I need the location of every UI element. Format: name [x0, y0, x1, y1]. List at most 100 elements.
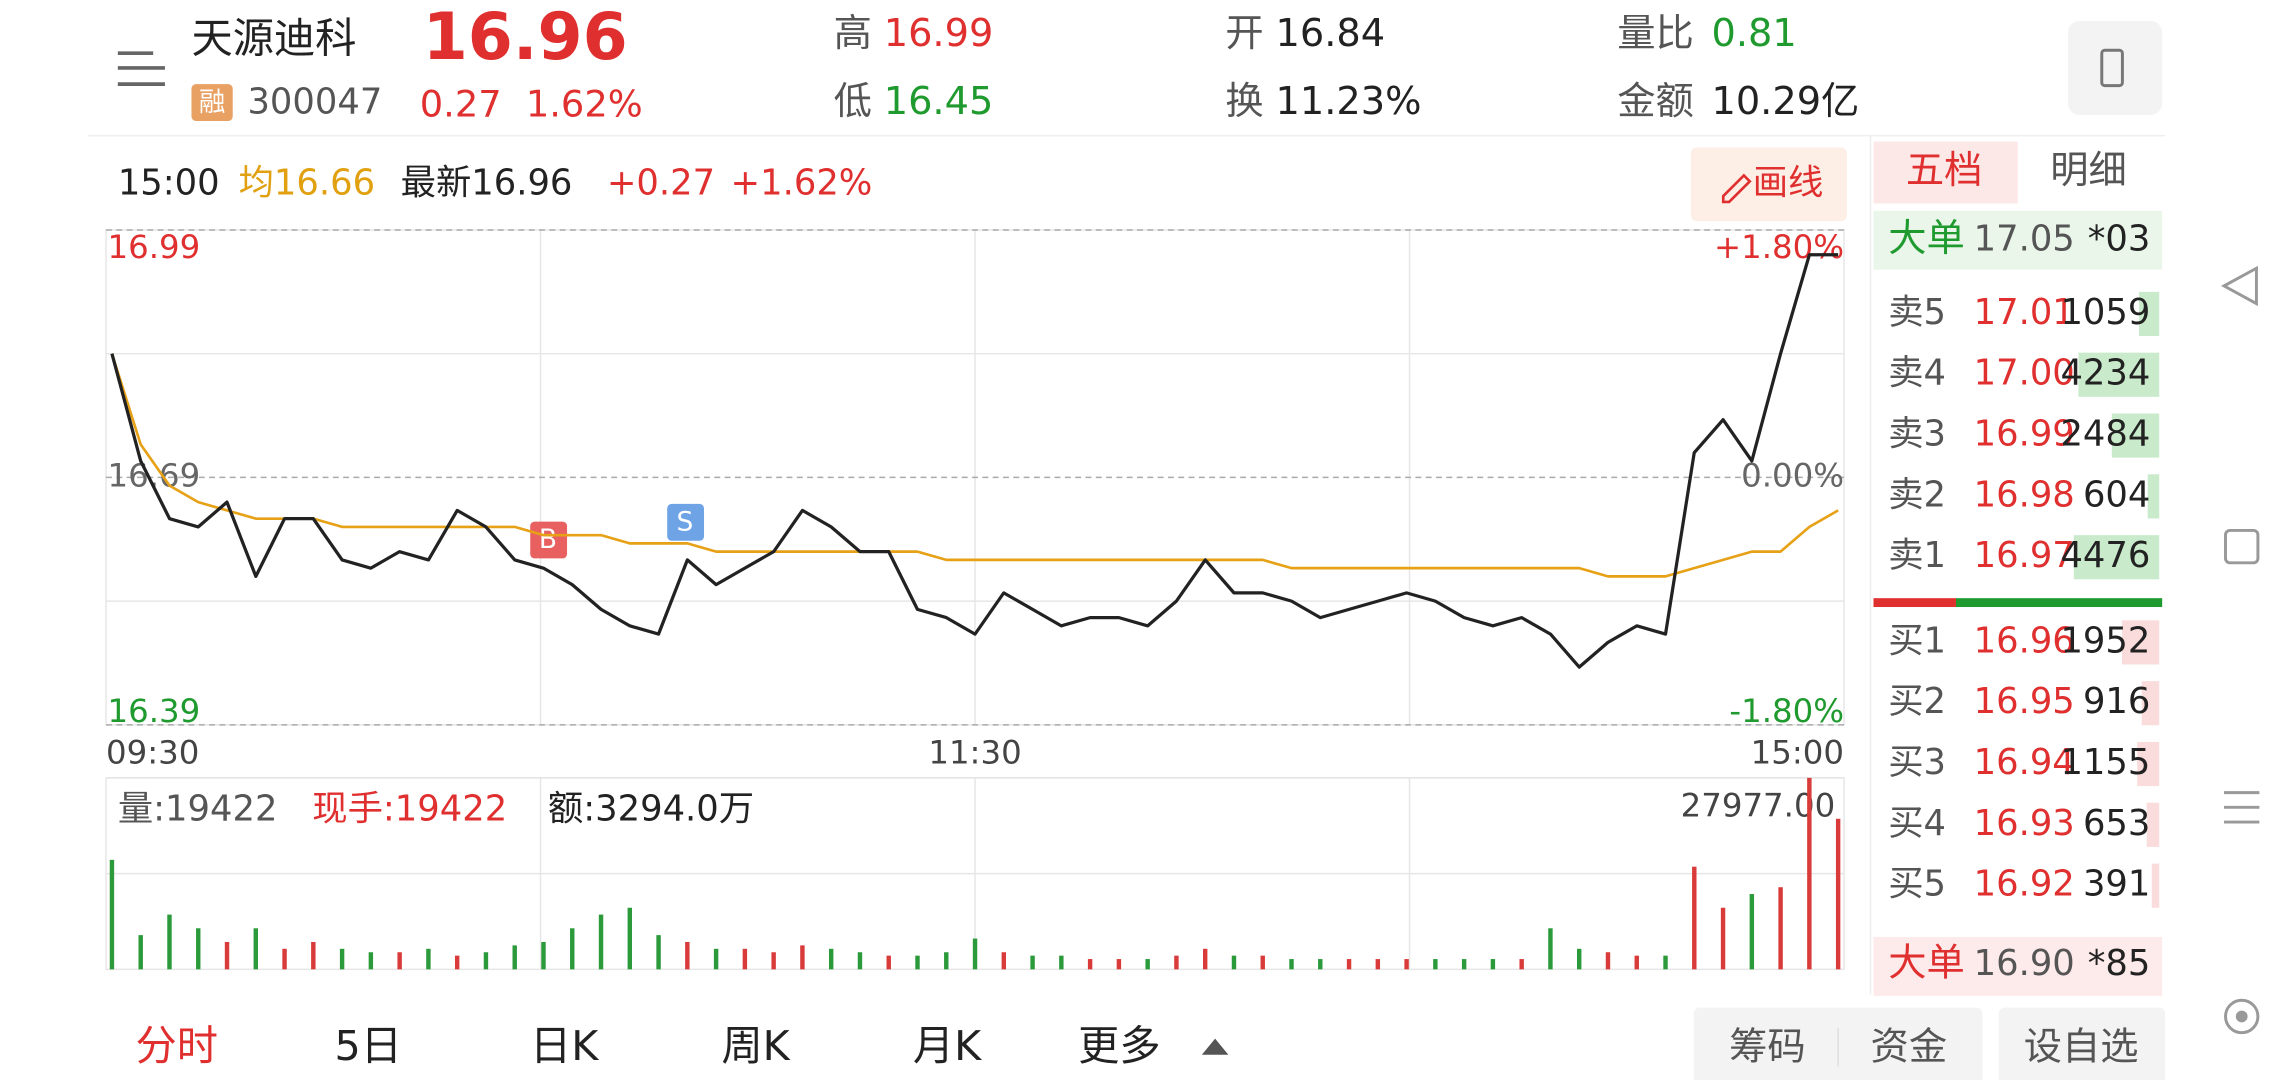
- volume-bar: [224, 941, 230, 970]
- volume-bar: [1807, 777, 1812, 970]
- big-order-label: 大单: [1888, 216, 1965, 261]
- level-volume: 391: [2083, 864, 2150, 905]
- volume-bar: [1231, 955, 1237, 970]
- sell-marker-label: S: [676, 507, 693, 538]
- average-line: [110, 353, 1839, 578]
- level-label: 买1: [1888, 620, 1946, 661]
- tag-bg: [191, 84, 233, 121]
- level-volume: 2484: [2060, 414, 2150, 455]
- tag: 融: [199, 87, 226, 118]
- stock-name: 天源迪科: [191, 14, 356, 62]
- stat-label: 量比: [1617, 11, 1694, 56]
- level-price: 16.95: [1974, 681, 2075, 722]
- volume-bar: [1260, 955, 1265, 970]
- volume-bar: [1030, 955, 1035, 970]
- volume-bar: [282, 948, 287, 970]
- big-order-bg: [1873, 936, 2163, 996]
- volume-bar: [972, 938, 978, 970]
- tab[interactable]: 月K: [913, 1022, 982, 1070]
- volume-bar: [886, 955, 891, 970]
- volume-bar: [339, 948, 345, 970]
- menu-icon[interactable]: [117, 51, 165, 86]
- volume-bar: [541, 941, 546, 970]
- draw-button-label[interactable]: 画线: [1753, 162, 1824, 203]
- buy-marker-label: B: [539, 524, 557, 555]
- change: 0.27: [420, 83, 502, 126]
- volume-bar: [685, 941, 690, 970]
- buy-marker[interactable]: [530, 521, 568, 559]
- volume-bar: [483, 952, 489, 970]
- depth-bar: [2137, 741, 2160, 787]
- volume-bar: [1145, 959, 1150, 970]
- volume-bar: [915, 955, 920, 970]
- depth-bar: [2139, 291, 2160, 337]
- level-volume: 1952: [2060, 620, 2150, 661]
- big-order-count: *03: [2088, 218, 2151, 259]
- stat-label: 高: [834, 11, 872, 56]
- volume-bar: [713, 948, 719, 970]
- x-tick-label: 09:30: [106, 733, 199, 771]
- stat-label: 低: [834, 79, 872, 124]
- button[interactable]: 设自选: [2024, 1024, 2139, 1069]
- book-tab[interactable]: 五档: [1906, 148, 1983, 193]
- depth-bar: [2141, 681, 2160, 726]
- volume-bar: [253, 928, 258, 970]
- volume-bar: [1778, 887, 1783, 970]
- tab[interactable]: 5日: [334, 1022, 401, 1070]
- tab[interactable]: 更多: [1078, 1022, 1160, 1070]
- volume-bar: [454, 955, 460, 970]
- level-label: 卖4: [1888, 353, 1946, 394]
- stat-label: 开: [1225, 11, 1263, 56]
- info-change: +0.27: [607, 162, 715, 203]
- volume-bar: [109, 859, 115, 970]
- volume-bar: [138, 935, 143, 970]
- depth-bar: [2147, 474, 2160, 519]
- volume-bar: [1087, 959, 1093, 970]
- volume-bar: [1663, 955, 1668, 970]
- volume-bar: [570, 928, 575, 970]
- level-label: 卖3: [1888, 414, 1946, 455]
- level-price: 17.00: [1974, 353, 2075, 394]
- volume-bar: [1318, 959, 1323, 970]
- x-tick-label: 11:30: [928, 733, 1021, 771]
- volume-bar: [857, 952, 863, 970]
- volume-bar: [944, 952, 949, 970]
- level-price: 17.01: [1974, 292, 2075, 333]
- level-volume: 604: [2083, 474, 2150, 515]
- level-volume: 4234: [2060, 353, 2150, 394]
- button-bg: [1998, 1007, 2166, 1080]
- system-nav[interactable]: [2220, 265, 2260, 1035]
- tab[interactable]: 分时: [136, 1022, 218, 1070]
- tab[interactable]: 日K: [530, 1022, 599, 1070]
- volume-bar: [742, 948, 748, 970]
- level-price: 16.97: [1974, 535, 2075, 576]
- pencil-icon: [1721, 173, 1752, 204]
- price: 16.96: [423, 0, 628, 75]
- level-volume: 1059: [2060, 292, 2150, 333]
- volume-bar: [1202, 948, 1208, 970]
- level-label: 卖2: [1888, 474, 1946, 515]
- volume-bar: [1116, 959, 1122, 970]
- volume-bar: [1634, 955, 1639, 970]
- volume-bar: [800, 945, 805, 970]
- device-button[interactable]: [2067, 20, 2163, 116]
- volume-bar: [1519, 959, 1524, 970]
- depth-bar: [2151, 863, 2160, 908]
- volume-bar: [771, 952, 776, 970]
- volume-stat: 现手:19422: [312, 788, 507, 829]
- volume-bar: [368, 952, 374, 970]
- button[interactable]: 资金: [1871, 1024, 1948, 1069]
- level-label: 买3: [1888, 742, 1946, 783]
- level-volume: 4476: [2060, 535, 2150, 576]
- volume-bar: [1404, 959, 1409, 970]
- stat-label: 金额: [1617, 79, 1694, 124]
- tab[interactable]: 周K: [721, 1022, 790, 1070]
- level-volume: 916: [2083, 681, 2150, 722]
- volume-stat: 量:19422: [118, 788, 278, 829]
- button[interactable]: 筹码: [1729, 1024, 1806, 1069]
- price-line: [110, 253, 1839, 669]
- book-tab[interactable]: 明细: [2050, 148, 2127, 193]
- sell-marker[interactable]: [667, 503, 705, 541]
- volume-bar: [1692, 866, 1697, 970]
- volume-bar: [1548, 928, 1553, 970]
